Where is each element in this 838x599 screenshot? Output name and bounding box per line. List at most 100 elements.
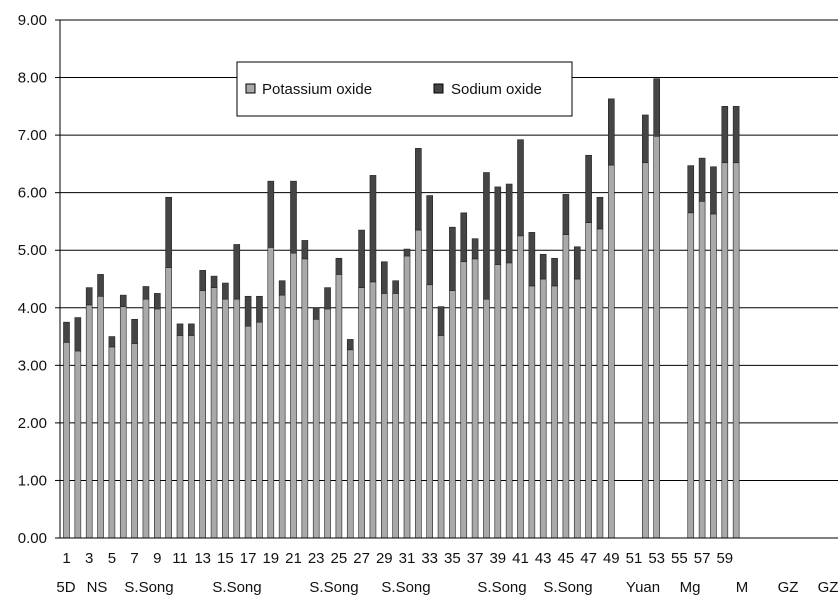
x-tick-label: 11 <box>172 550 188 567</box>
bar-sodium <box>210 275 218 288</box>
x-tick-label: 49 <box>603 550 620 567</box>
bar-sodium <box>312 307 320 320</box>
bar-sodium <box>85 287 93 306</box>
legend-label-potassium: Potassium oxide <box>262 81 372 98</box>
group-label: M <box>736 579 749 596</box>
x-tick-label: 51 <box>626 550 643 567</box>
bar-potassium <box>471 258 479 539</box>
bar-potassium <box>358 287 365 539</box>
x-tick-label: 21 <box>285 550 302 567</box>
group-labels: 5D NS S.Song S.Song S.Song S.Song S.Song S.Song… <box>56 579 838 596</box>
bar-potassium <box>131 343 138 539</box>
bar-sodium <box>573 246 581 280</box>
bar-potassium <box>97 295 104 539</box>
bar-potassium <box>732 162 740 539</box>
bar-sodium <box>539 253 547 280</box>
bar-potassium <box>585 222 592 539</box>
bar-sodium <box>335 257 343 275</box>
y-axis-ticks: 0.00 1.00 2.00 3.00 4.00 5.00 6.00 7.00 8.00 9.00 <box>18 12 60 547</box>
x-axis-ticks: 1 3 5 7 9 11 13 15 17 19 21 23 25 27 29 31 33 35 37 39 41 43 4… <box>62 550 733 567</box>
bar-potassium <box>74 350 82 539</box>
bar-sodium <box>687 165 695 214</box>
bar-potassium <box>426 284 434 539</box>
x-tick-label: 41 <box>512 550 529 567</box>
legend: Potassium oxide Sodium oxide <box>236 61 573 117</box>
bar-sodium <box>222 282 229 300</box>
bar-potassium <box>721 162 729 539</box>
bar-sodium <box>267 180 275 248</box>
group-label: GZ <box>778 579 799 596</box>
x-tick-label: 7 <box>130 550 138 567</box>
bar-sodium <box>517 139 524 237</box>
group-label: S.Song <box>212 579 261 596</box>
x-tick-label: 55 <box>671 550 688 567</box>
bar-sodium <box>358 229 365 288</box>
x-tick-label: 33 <box>421 550 438 567</box>
bar-sodium <box>437 306 445 336</box>
bar-sodium <box>74 317 82 352</box>
bar-potassium <box>165 267 172 539</box>
x-tick-label: 45 <box>558 550 575 567</box>
group-label: S.Song <box>543 579 592 596</box>
bar-potassium <box>108 346 116 539</box>
bar-sodium <box>97 274 104 297</box>
x-tick-label: 29 <box>376 550 393 567</box>
bar-sodium <box>290 180 297 254</box>
bar-sodium <box>119 294 127 307</box>
x-tick-label: 23 <box>308 550 325 567</box>
bar-potassium <box>222 298 229 539</box>
bar-sodium <box>698 157 706 202</box>
bar-sodium <box>642 114 649 164</box>
bar-sodium <box>471 238 479 260</box>
bar-sodium <box>63 321 70 343</box>
bar-potassium <box>176 335 184 539</box>
x-tick-label: 35 <box>444 550 461 567</box>
bar-sodium <box>596 196 604 230</box>
bar-potassium <box>278 294 286 539</box>
bar-potassium <box>573 278 581 539</box>
group-label: S.Song <box>477 579 526 596</box>
bar-potassium <box>369 281 377 539</box>
x-tick-label: 15 <box>217 550 234 567</box>
bar-potassium <box>324 308 331 539</box>
x-tick-label: 13 <box>194 550 211 567</box>
bar-sodium <box>380 261 388 294</box>
bar-sodium <box>460 212 468 263</box>
bar-sodium <box>199 270 206 291</box>
bar-potassium <box>142 298 150 539</box>
bar-potassium <box>335 274 343 539</box>
bars <box>63 78 740 539</box>
bar-potassium <box>517 235 524 539</box>
x-tick-label: 31 <box>399 550 416 567</box>
bar-potassium <box>392 293 399 539</box>
bar-sodium <box>426 195 434 286</box>
y-tick-label: 6.00 <box>18 185 47 202</box>
bar-sodium <box>346 339 354 351</box>
group-label: NS <box>87 579 108 596</box>
bar-potassium <box>460 261 468 539</box>
bar-potassium <box>85 304 93 539</box>
bar-sodium <box>403 248 411 257</box>
group-label: Mg <box>680 579 701 596</box>
bar-sodium <box>142 286 150 300</box>
bar-potassium <box>119 306 127 539</box>
bar-sodium <box>494 186 502 265</box>
bar-sodium <box>256 295 263 323</box>
axes <box>59 20 838 539</box>
group-label: S.Song <box>124 579 173 596</box>
bar-potassium <box>346 349 354 539</box>
bar-sodium <box>165 196 172 268</box>
bar-sodium <box>483 172 490 300</box>
bar-potassium <box>290 252 297 539</box>
bar-potassium <box>154 308 161 539</box>
bar-potassium <box>199 290 206 539</box>
legend-label-sodium: Sodium oxide <box>451 81 542 98</box>
bar-sodium <box>710 166 717 215</box>
x-tick-label: 9 <box>153 550 161 567</box>
group-label: S.Song <box>381 579 430 596</box>
bar-sodium <box>188 323 195 336</box>
bar-potassium <box>539 278 547 539</box>
bar-sodium <box>721 106 729 164</box>
bar-sodium <box>131 318 138 344</box>
bar-potassium <box>528 285 536 539</box>
